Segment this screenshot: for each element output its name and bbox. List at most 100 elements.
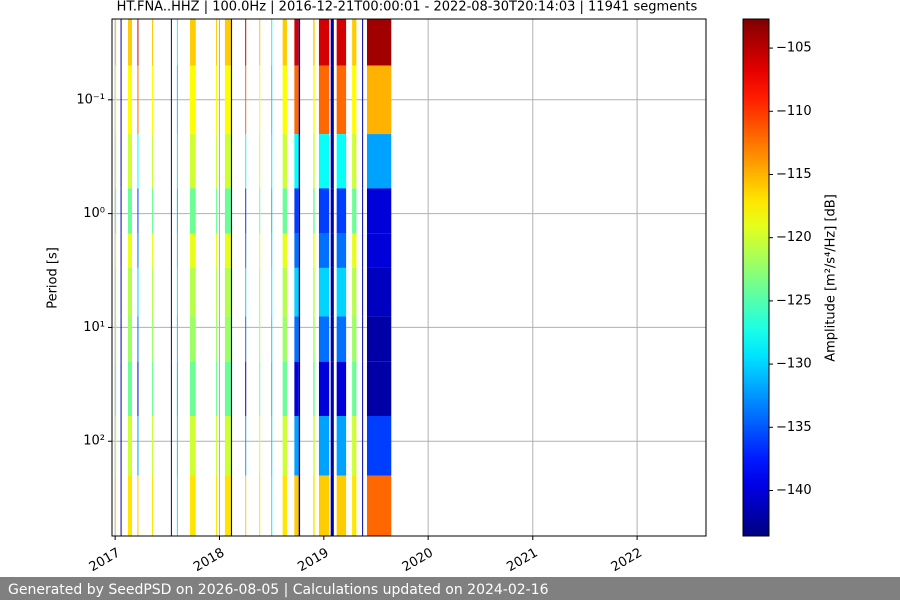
heatmap-cell bbox=[137, 134, 139, 189]
heatmap-cell bbox=[120, 233, 122, 268]
heatmap-cell bbox=[271, 316, 273, 362]
heatmap-cell bbox=[330, 415, 334, 476]
heatmap-cell bbox=[366, 361, 392, 416]
heatmap-cell bbox=[294, 415, 299, 476]
heatmap-cell bbox=[137, 361, 139, 416]
heatmap-cell bbox=[352, 316, 357, 362]
heatmap-cell bbox=[128, 233, 133, 268]
heatmap-cell bbox=[271, 475, 273, 536]
heatmap-cell bbox=[176, 188, 178, 234]
colorbar-tick-label: −115 bbox=[776, 167, 812, 182]
heatmap-cell bbox=[330, 188, 334, 234]
heatmap-cell bbox=[298, 134, 301, 189]
heatmap-cell bbox=[115, 415, 117, 476]
heatmap-cell bbox=[318, 233, 330, 268]
colorbar-label: Amplitude [m²/s⁴/Hz] [dB] bbox=[824, 194, 839, 362]
heatmap-cell bbox=[137, 267, 139, 317]
heatmap-cell bbox=[176, 19, 178, 66]
heatmap-cell bbox=[230, 415, 233, 476]
heatmap-cell bbox=[294, 475, 299, 536]
heatmap-cell bbox=[190, 361, 196, 416]
heatmap-cell bbox=[336, 188, 347, 234]
heatmap-cell bbox=[170, 475, 172, 536]
colorbar bbox=[742, 18, 770, 537]
heatmap-cell bbox=[245, 65, 247, 135]
heatmap-cell bbox=[313, 19, 315, 66]
heatmap-cell bbox=[115, 19, 117, 66]
heatmap-cell bbox=[294, 188, 299, 234]
heatmap-cell bbox=[137, 415, 139, 476]
heatmap-cell bbox=[313, 267, 315, 317]
heatmap-cell bbox=[330, 19, 334, 66]
heatmap-cell bbox=[170, 188, 172, 234]
heatmap-cell bbox=[318, 134, 330, 189]
heatmap-cell bbox=[216, 19, 218, 66]
heatmap-cell bbox=[245, 19, 247, 66]
heatmap-cell bbox=[170, 19, 172, 66]
x-tick-label: 2021 bbox=[504, 546, 540, 576]
heatmap-cell bbox=[282, 65, 287, 135]
heatmap-cell bbox=[330, 361, 334, 416]
heatmap-cell bbox=[259, 233, 261, 268]
heatmap-cell bbox=[271, 188, 273, 234]
heatmap-cell bbox=[271, 267, 273, 317]
heatmap-cell bbox=[366, 19, 392, 66]
heatmap-cell bbox=[176, 475, 178, 536]
heatmap-cell bbox=[336, 233, 347, 268]
heatmap-cell bbox=[190, 188, 196, 234]
heatmap-cell bbox=[176, 65, 178, 135]
heatmap-cell bbox=[152, 361, 154, 416]
heatmap-cell bbox=[271, 134, 273, 189]
x-tick-label: 2022 bbox=[609, 546, 645, 576]
heatmap-cell bbox=[298, 316, 301, 362]
heatmap-cell bbox=[230, 361, 233, 416]
heatmap-cell bbox=[170, 361, 172, 416]
heatmap-cell bbox=[152, 316, 154, 362]
x-tick-label: 2017 bbox=[87, 546, 123, 576]
heatmap-cell bbox=[115, 134, 117, 189]
heatmap-cell bbox=[120, 316, 122, 362]
heatmap-cell bbox=[216, 65, 218, 135]
y-tick-label: 10² bbox=[83, 434, 105, 449]
heatmap-cell bbox=[245, 134, 247, 189]
heatmap-cell bbox=[282, 267, 287, 317]
heatmap-cell bbox=[294, 316, 299, 362]
chart-title: HT.FNA..HHZ | 100.0Hz | 2016-12-21T00:00… bbox=[117, 0, 698, 15]
heatmap-cell bbox=[362, 361, 364, 416]
y-tick-label: 10¹ bbox=[83, 320, 105, 335]
heatmap-cell bbox=[224, 19, 231, 66]
heatmap-cell bbox=[128, 361, 133, 416]
heatmap-cell bbox=[282, 415, 287, 476]
heatmap-cell bbox=[318, 316, 330, 362]
colorbar-tick-label: −110 bbox=[776, 104, 812, 119]
heatmap-cell bbox=[282, 475, 287, 536]
heatmap-cell bbox=[137, 65, 139, 135]
heatmap-cell bbox=[128, 188, 133, 234]
heatmap-cell bbox=[294, 134, 299, 189]
heatmap-cell bbox=[366, 415, 392, 476]
heatmap-cell bbox=[230, 188, 233, 234]
heatmap-cell bbox=[216, 361, 218, 416]
heatmap-cell bbox=[362, 65, 364, 135]
heatmap-cell bbox=[137, 188, 139, 234]
y-axis-label: Period [s] bbox=[46, 247, 61, 309]
heatmap-cell bbox=[294, 65, 299, 135]
heatmap-cell bbox=[336, 19, 347, 66]
heatmap-cell bbox=[362, 19, 364, 66]
heatmap-cell bbox=[170, 316, 172, 362]
heatmap-cell bbox=[120, 267, 122, 317]
heatmap-cell bbox=[313, 361, 315, 416]
heatmap-cell bbox=[230, 65, 233, 135]
footer-bar bbox=[0, 577, 900, 600]
heatmap-cell bbox=[366, 233, 392, 268]
heatmap-cell bbox=[282, 361, 287, 416]
heatmap-cell bbox=[152, 188, 154, 234]
heatmap-cell bbox=[128, 415, 133, 476]
heatmap-cell bbox=[318, 475, 330, 536]
heatmap-cell bbox=[176, 134, 178, 189]
heatmap-cell bbox=[216, 188, 218, 234]
heatmap-cell bbox=[230, 134, 233, 189]
heatmap-cell bbox=[298, 361, 301, 416]
